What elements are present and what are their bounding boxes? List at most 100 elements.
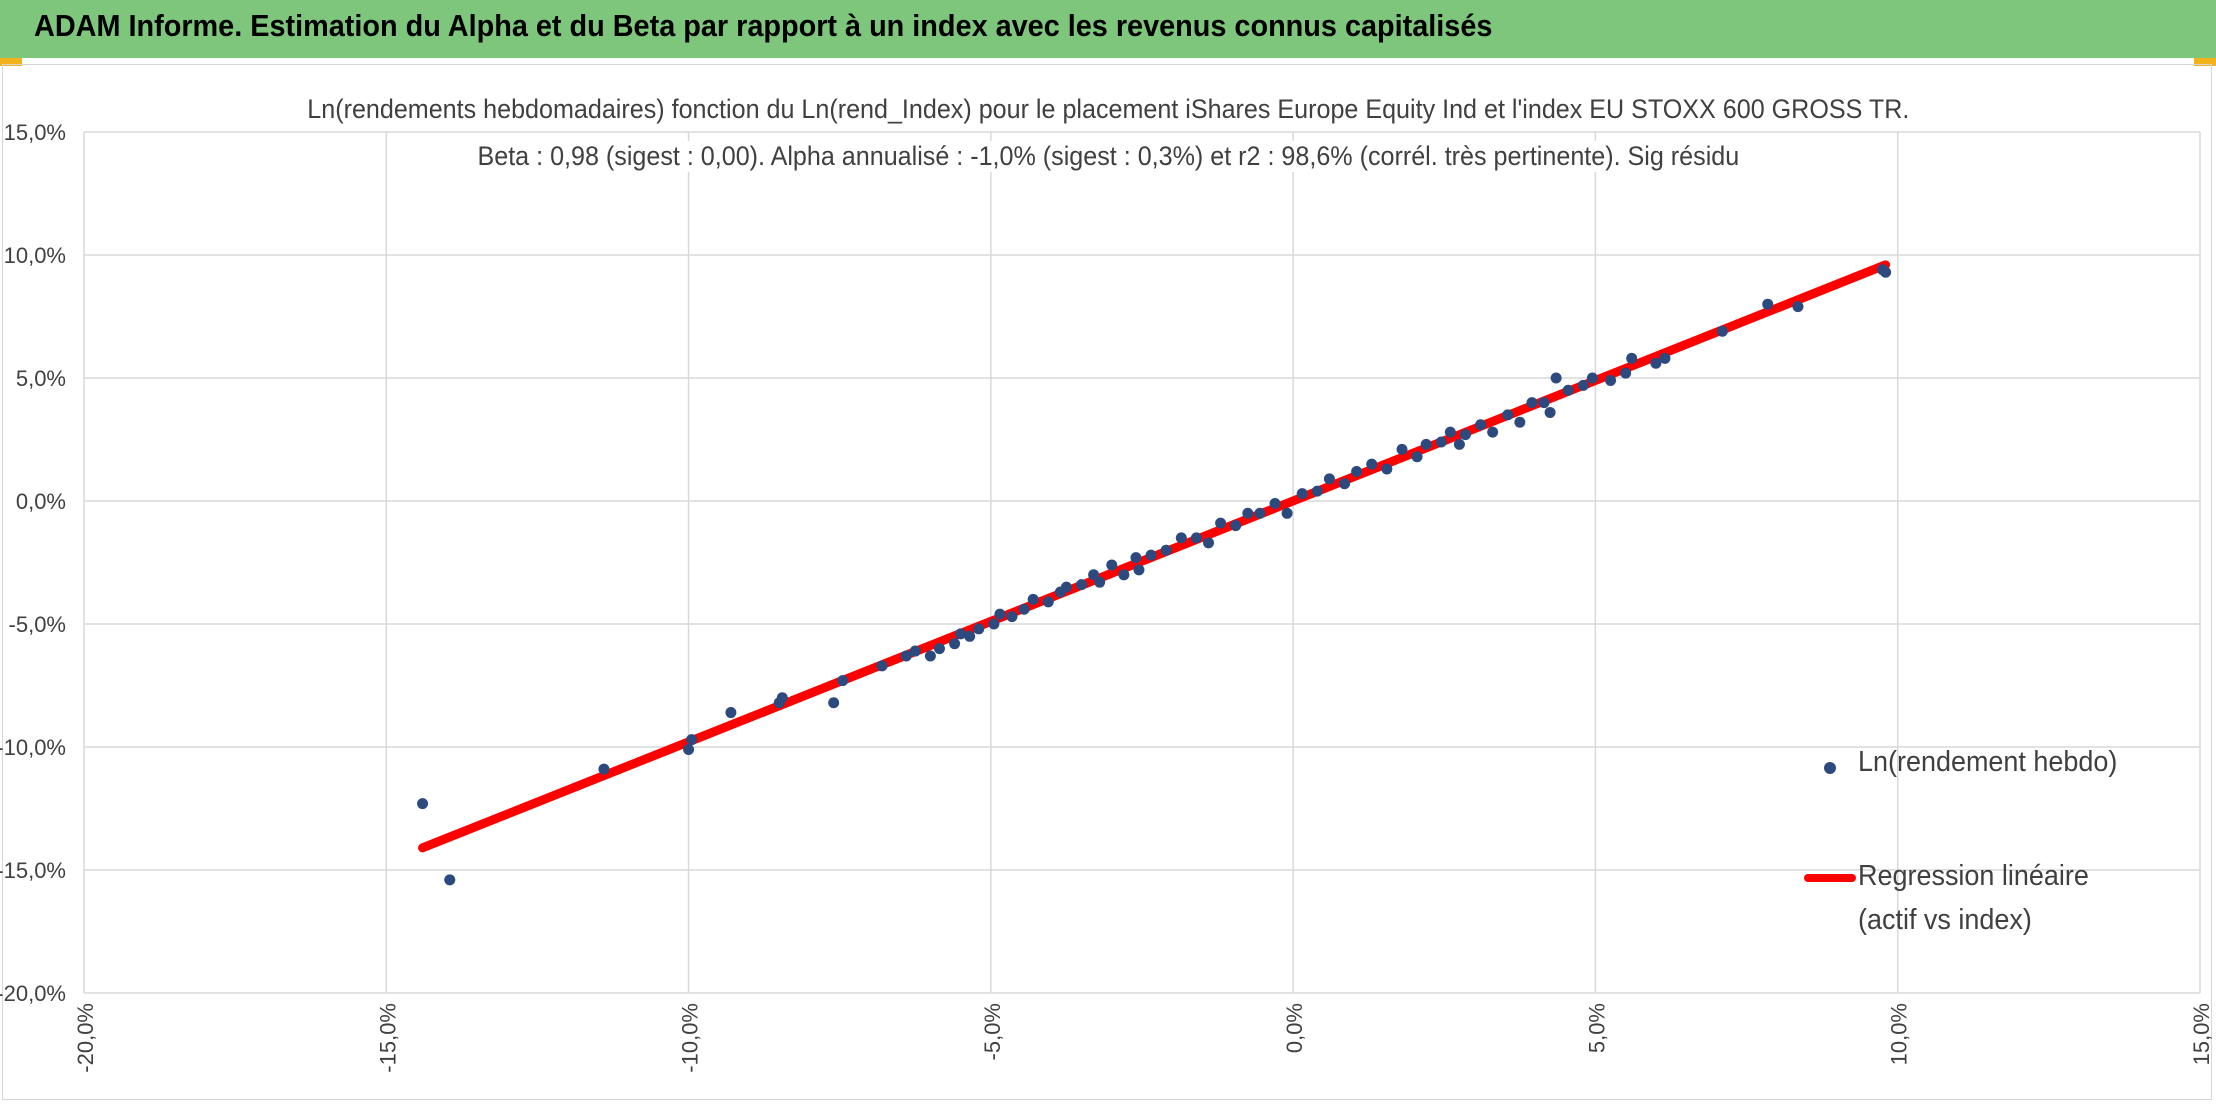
data-point: [776, 692, 788, 704]
data-point: [1620, 367, 1632, 379]
data-point: [1190, 532, 1202, 544]
data-point: [1323, 473, 1335, 485]
legend-point-marker: [1824, 762, 1836, 774]
data-point: [1130, 552, 1142, 564]
data-point: [994, 608, 1006, 620]
data-point: [900, 650, 912, 662]
data-point: [1716, 325, 1728, 337]
x-tick-label: -20,0%: [73, 1003, 98, 1073]
corner-accent-left: [0, 58, 22, 66]
data-point: [1586, 372, 1598, 384]
data-point: [1514, 416, 1526, 428]
chart-subtitle-text: Beta : 0,98 (sigest : 0,00). Alpha annua…: [469, 141, 1747, 172]
legend-line-label: Regression linéaire (actif vs index): [1858, 860, 2089, 936]
data-point: [924, 650, 936, 662]
data-point: [1133, 564, 1145, 576]
data-point: [1351, 465, 1363, 477]
data-point: [1281, 507, 1293, 519]
data-point: [988, 618, 1000, 630]
y-tick-label: 10,0%: [4, 243, 66, 268]
data-point: [725, 707, 737, 719]
data-point: [1650, 357, 1662, 369]
x-tick-label: -15,0%: [375, 1003, 400, 1073]
data-point: [1160, 544, 1172, 556]
data-point: [1626, 352, 1638, 364]
grid-lines: [83, 131, 2201, 994]
data-point: [1366, 458, 1378, 470]
y-tick-label: 0,0%: [16, 489, 66, 514]
data-point: [1203, 537, 1215, 549]
data-point: [1544, 406, 1556, 418]
data-point: [1076, 579, 1088, 591]
chart-frame: [2, 64, 2212, 1100]
x-tick-label: 5,0%: [1584, 1003, 1609, 1053]
data-point: [1880, 266, 1892, 278]
data-point: [1027, 593, 1039, 605]
data-point: [828, 697, 840, 709]
data-point: [1094, 576, 1106, 588]
data-point: [1381, 463, 1393, 475]
legend-line-marker: [1804, 874, 1856, 882]
data-point: [1042, 596, 1054, 608]
data-point: [1060, 581, 1072, 593]
chart-subtitle: Beta : 0,98 (sigest : 0,00). Alpha annua…: [0, 141, 2216, 172]
y-axis-ticks: 15,0% 10,0% 5,0% 0,0% -5,0% -10,0% -15,0% -20,0…: [0, 120, 66, 1006]
data-point: [444, 874, 456, 886]
data-point: [964, 630, 976, 642]
data-point: [1435, 436, 1447, 448]
data-points: [417, 264, 1892, 886]
data-point: [1538, 397, 1550, 409]
data-point: [1311, 485, 1323, 497]
data-point: [1006, 611, 1018, 623]
data-point: [1420, 438, 1432, 450]
data-point: [1339, 478, 1351, 490]
data-point: [417, 798, 429, 810]
corner-accent-right: [2194, 58, 2216, 66]
data-point: [933, 643, 945, 655]
data-point: [1106, 559, 1118, 571]
data-point: [1577, 379, 1589, 391]
chart-title: Ln(rendements hebdomadaires) fonction du…: [0, 94, 2216, 125]
data-point: [1526, 397, 1538, 409]
data-point: [1475, 419, 1487, 431]
y-tick-label: 5,0%: [16, 366, 66, 391]
chart-legend: Ln(rendement hebdo) Regression linéaire …: [1800, 742, 2130, 936]
data-point: [1487, 426, 1499, 438]
data-point: [949, 638, 961, 650]
report-banner: ADAM Informe. Estimation du Alpha et du …: [0, 0, 2216, 58]
data-point: [1018, 603, 1030, 615]
data-point: [1396, 443, 1408, 455]
x-tick-label: 10,0%: [1887, 1003, 1912, 1065]
data-point: [1411, 451, 1423, 463]
data-point: [1459, 429, 1471, 441]
y-tick-label: -5,0%: [9, 612, 66, 637]
data-point: [1230, 520, 1242, 532]
legend-points-label: Ln(rendement hebdo): [1858, 746, 2118, 778]
x-tick-label: -10,0%: [678, 1003, 703, 1073]
data-point: [1254, 507, 1266, 519]
x-tick-label: -5,0%: [980, 1003, 1005, 1060]
legend-item-points: Ln(rendement hebdo): [1800, 742, 2130, 802]
data-point: [1562, 384, 1574, 396]
data-point: [1453, 438, 1465, 450]
data-point: [1659, 352, 1671, 364]
chart-title-text: Ln(rendements hebdomadaires) fonction du…: [299, 94, 1917, 125]
data-point: [1296, 488, 1308, 500]
data-point: [1175, 532, 1187, 544]
data-point: [1145, 549, 1157, 561]
x-tick-label: 15,0%: [2189, 1003, 2214, 1065]
data-point: [1550, 372, 1562, 384]
data-point: [1088, 569, 1100, 581]
data-point: [683, 743, 695, 755]
data-point: [1605, 374, 1617, 386]
report-title: ADAM Informe. Estimation du Alpha et du …: [34, 8, 1493, 43]
data-point: [598, 763, 610, 775]
y-tick-label: -15,0%: [0, 858, 66, 883]
y-tick-label: -20,0%: [0, 981, 66, 1006]
data-point: [1444, 426, 1456, 438]
data-point: [1215, 517, 1227, 529]
data-point: [686, 734, 698, 746]
data-point: [837, 675, 849, 687]
data-point: [1242, 507, 1254, 519]
